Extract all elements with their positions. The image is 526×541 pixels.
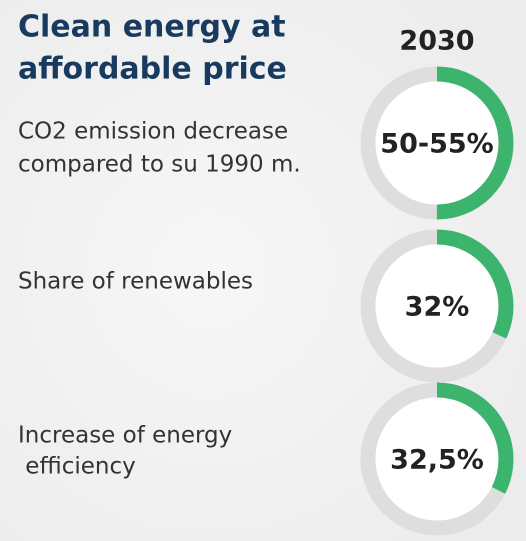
ring-arc (360, 382, 514, 536)
ring-arc (360, 66, 514, 220)
item-label: Increase of energy (18, 423, 232, 449)
year: 2030 (399, 26, 474, 57)
value-label: 32,5% (390, 445, 484, 476)
item-label: compared to su 1990 m. (18, 152, 301, 178)
item-label: CO2 emission decrease (18, 119, 288, 145)
ring-arc (360, 229, 514, 383)
item-label: Share of renewables (18, 269, 253, 295)
title-line: Clean energy at (18, 10, 286, 45)
ring-inner (375, 244, 499, 368)
ring-inner (375, 81, 499, 205)
value-label: 32% (405, 292, 470, 323)
item-label: efficiency (18, 454, 136, 480)
title-line: affordable price (18, 52, 287, 87)
ring-inner (375, 397, 499, 521)
value-label: 50-55% (380, 129, 493, 160)
